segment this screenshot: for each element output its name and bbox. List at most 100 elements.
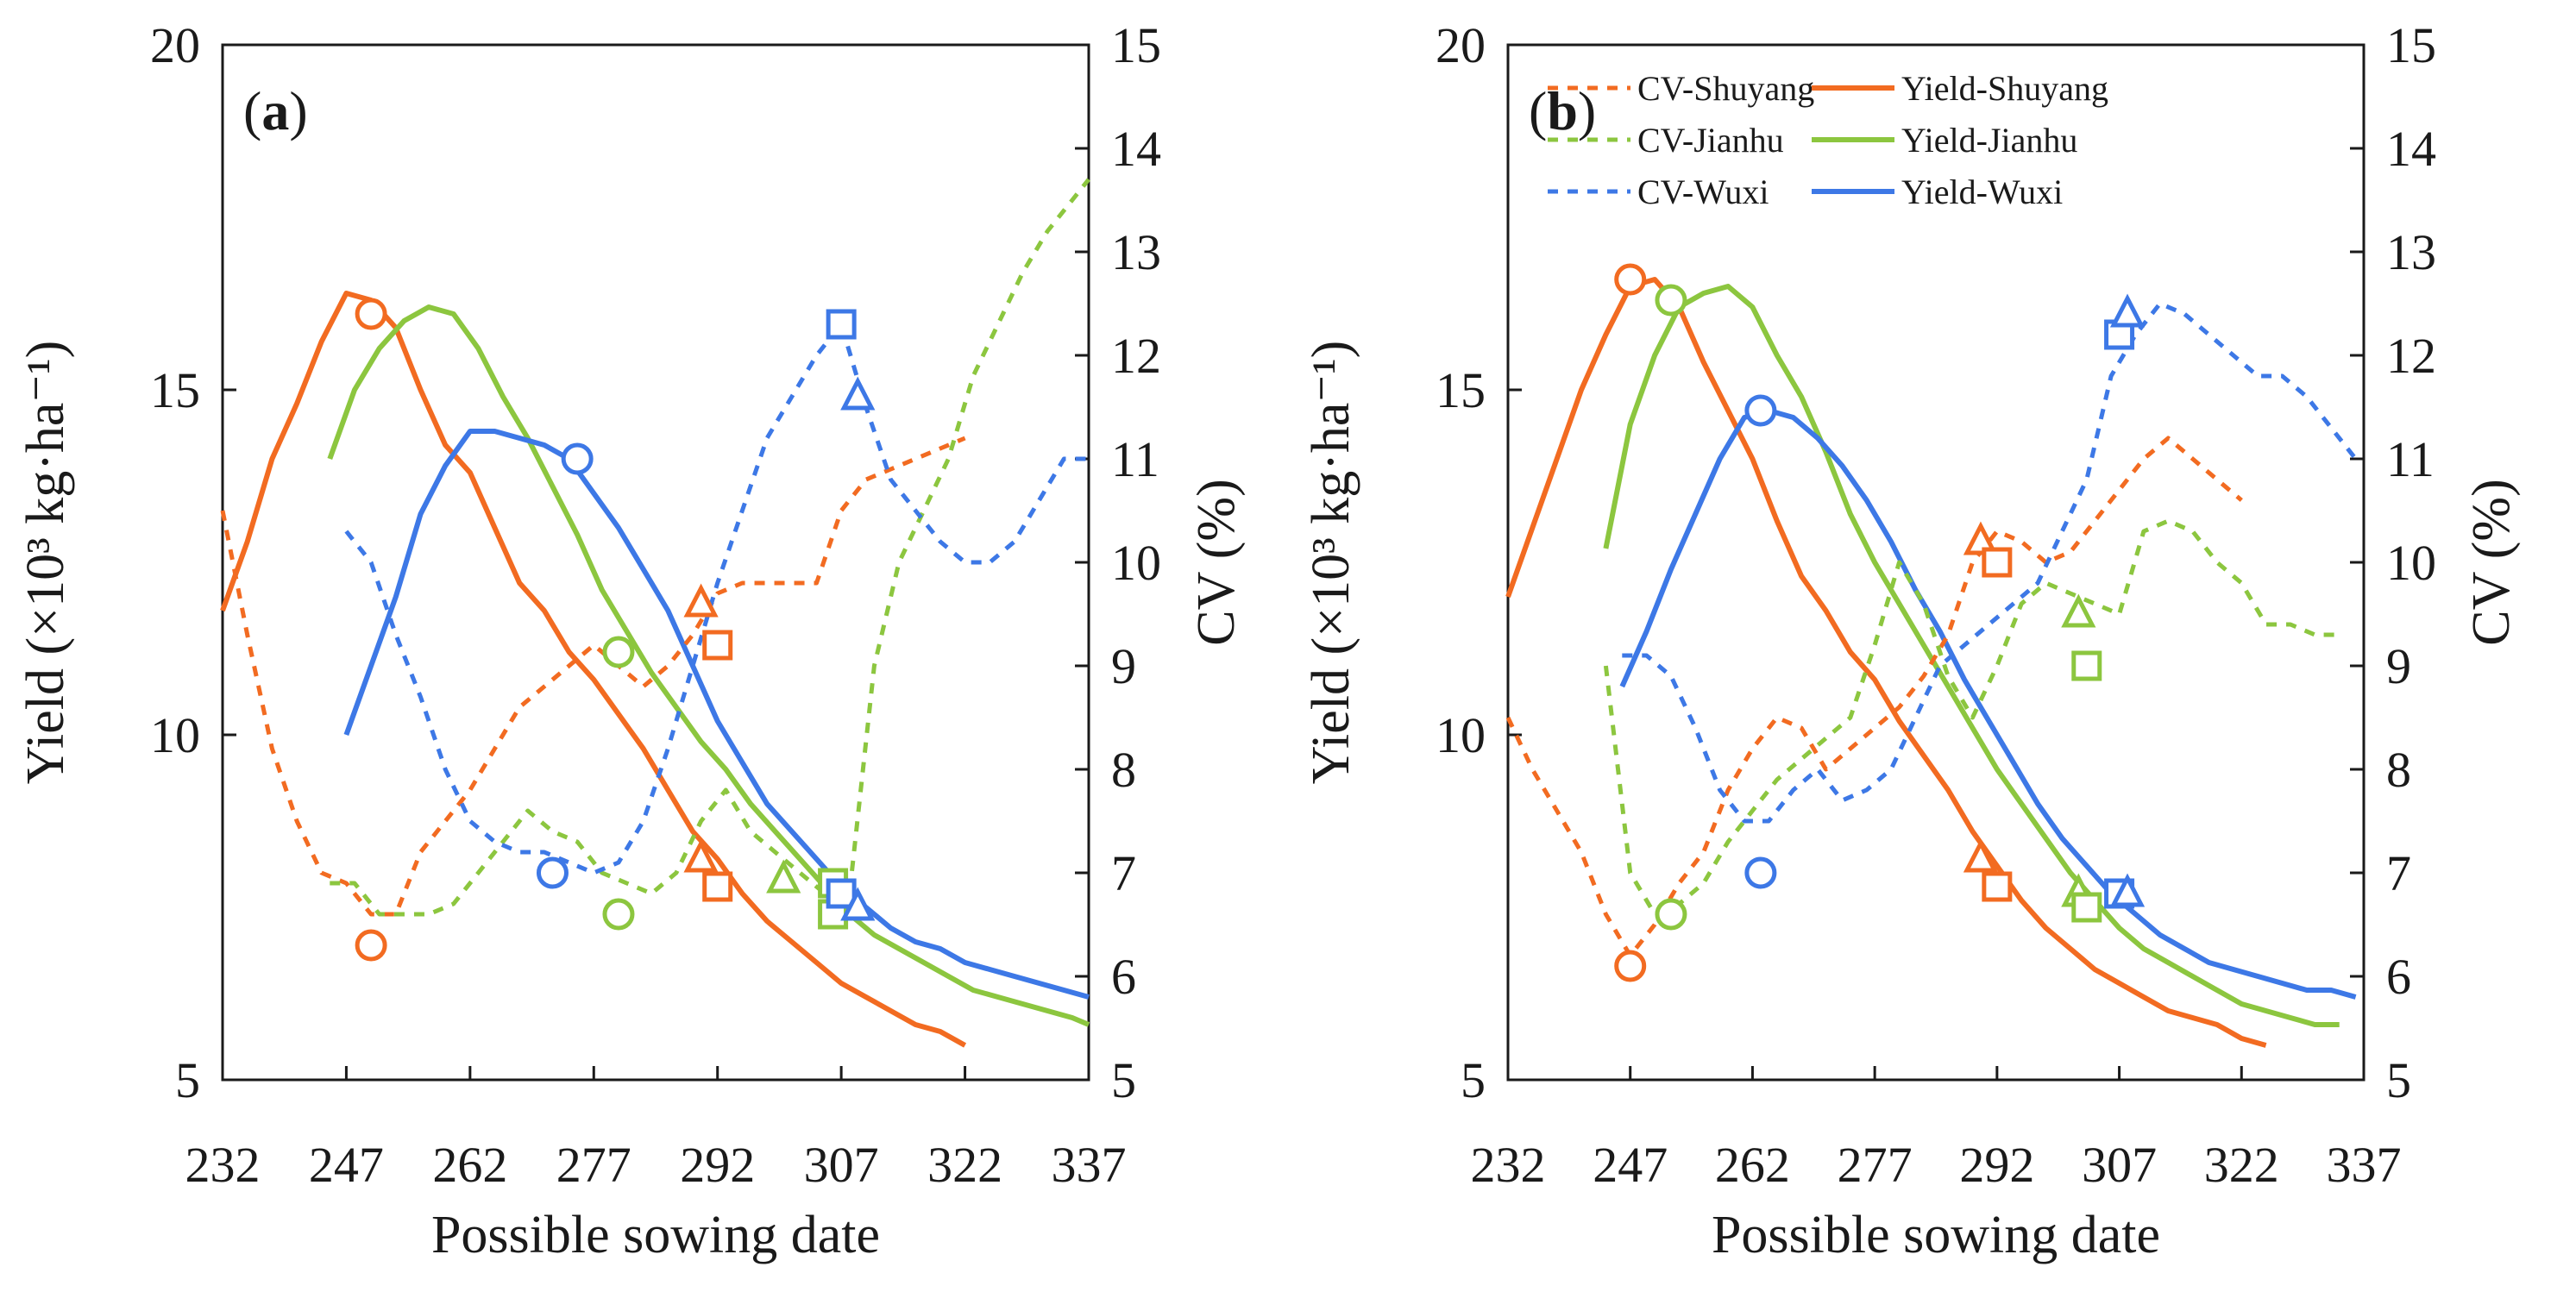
x-tick-label: 262 (432, 1137, 507, 1193)
series-yield-jianhu (1603, 284, 2340, 1027)
marker-wuxi-circle (536, 856, 569, 889)
y-left-tick-label: 20 (1436, 17, 1486, 73)
marker-jianhu-triangle (2061, 593, 2096, 628)
x-axis-title: Possible sowing date (1712, 1206, 2160, 1264)
marker-wuxi-circle (561, 442, 594, 475)
series-yield-wuxi (1619, 408, 2357, 1000)
marker-jianhu-circle (1655, 898, 1687, 931)
y-right-tick-label: 8 (1111, 742, 1136, 798)
marker-wuxi-triangle (2109, 293, 2146, 328)
marker-jianhu-triangle (766, 859, 801, 894)
y-right-tick-label: 11 (1111, 431, 1159, 487)
x-tick-label: 307 (2082, 1137, 2157, 1193)
x-tick-label: 292 (680, 1137, 755, 1193)
y-left-tick-label: 20 (150, 17, 200, 73)
chart-panel-a: 232 247 262 277 292 307 322 337 5 10 15 20 5 6 7 8 9 10 11… (16, 17, 1246, 1264)
x-tick-label: 247 (309, 1137, 384, 1193)
series-cv-shuyang (220, 436, 966, 917)
y-left-tick-label: 5 (175, 1052, 200, 1108)
marker-wuxi-triangle (840, 376, 876, 411)
x-tick-label: 277 (1838, 1137, 1913, 1193)
y-right-tick-label: 5 (2386, 1052, 2411, 1108)
legend-label: Yield-Jianhu (1901, 121, 2077, 160)
x-tick-label: 232 (1471, 1137, 1546, 1193)
y-right-tick-label: 12 (2386, 328, 2436, 384)
marker-shuyang-square (702, 871, 733, 902)
y-right-tick-label: 13 (1111, 224, 1161, 280)
series-cv-wuxi (1622, 301, 2358, 824)
legend: CV-Shuyang Yield-Shuyang CV-Jianhu Yield-Ji… (1548, 69, 2108, 211)
x-tick-label: 337 (1052, 1137, 1127, 1193)
marker-shuyang-circle (1614, 950, 1647, 982)
marker-wuxi-square (826, 309, 857, 340)
y-right-tick-label: 9 (1111, 638, 1136, 694)
series-cv-jianhu (1603, 518, 2340, 917)
marker-shuyang-circle (1614, 263, 1647, 296)
y-left-tick-label: 10 (1436, 707, 1486, 763)
y-right-tick-label: 10 (2386, 535, 2436, 591)
marker-wuxi-circle (1744, 856, 1777, 889)
legend-label: Yield-Shuyang (1901, 69, 2108, 108)
y-right-tick-label: 15 (2386, 17, 2436, 73)
y-right-tick-label: 9 (2386, 638, 2411, 694)
series-cv-jianhu (330, 178, 1090, 917)
x-tick-label: 232 (185, 1137, 261, 1193)
marker-shuyang-triangle (1963, 838, 1999, 873)
marker-shuyang-triangle (1963, 521, 1999, 555)
marker-shuyang-triangle (683, 838, 719, 873)
y-right-tick-label: 7 (1111, 845, 1136, 901)
marker-jianhu-circle (1655, 284, 1687, 317)
y-right-tick-label: 11 (2386, 431, 2435, 487)
y-right-axis-title: CV (%) (2462, 479, 2521, 645)
marker-wuxi-square (826, 878, 857, 909)
x-tick-label: 262 (1715, 1137, 1790, 1193)
y-right-tick-label: 10 (1111, 535, 1161, 591)
chart-panel-b: 232 247 262 277 292 307 322 337 5 10 15 20 5 6 7 8 9 10 11… (1302, 17, 2521, 1264)
y-right-tick-label: 6 (1111, 949, 1136, 1005)
series-yield-jianhu (327, 304, 1090, 1027)
x-tick-label: 277 (556, 1137, 631, 1193)
y-right-axis-title: CV (%) (1187, 479, 1246, 645)
x-tick-label: 322 (2204, 1137, 2279, 1193)
y-right-tick-label: 6 (2386, 949, 2411, 1005)
legend-label: CV-Jianhu (1637, 121, 1784, 160)
x-tick-label: 292 (1959, 1137, 2034, 1193)
y-right-tick-label: 13 (2386, 224, 2436, 280)
series-yield-shuyang (220, 291, 967, 1048)
y-right-tick-label: 5 (1111, 1052, 1136, 1108)
y-left-axis-title: Yield (×10³ kg·ha⁻¹) (1302, 341, 1360, 785)
plot-frame (221, 43, 1090, 1082)
y-left-tick-label: 5 (1461, 1052, 1486, 1108)
marker-shuyang-triangle (683, 583, 719, 618)
marker-jianhu-square (2071, 892, 2102, 923)
legend-label: Yield-Wuxi (1901, 172, 2063, 211)
panel-tag: (b) (1529, 80, 1596, 141)
y-right-tick-label: 14 (2386, 121, 2436, 177)
series-cv-wuxi (344, 322, 1089, 875)
y-right-tick-label: 12 (1111, 328, 1161, 384)
y-left-axis-title: Yield (×10³ kg·ha⁻¹) (16, 341, 75, 785)
y-right-tick-label: 7 (2386, 845, 2411, 901)
y-left-tick-label: 15 (1436, 362, 1486, 418)
x-tick-label: 337 (2327, 1137, 2402, 1193)
marker-jianhu-circle (602, 636, 635, 668)
marker-shuyang-circle (355, 298, 387, 330)
x-tick-label: 247 (1593, 1137, 1668, 1193)
marker-jianhu-square (2071, 650, 2102, 681)
x-axis-title: Possible sowing date (431, 1206, 880, 1264)
y-right-tick-label: 8 (2386, 742, 2411, 798)
marker-shuyang-square (1982, 547, 2013, 578)
legend-label: CV-Shuyang (1637, 69, 1814, 108)
marker-shuyang-square (1982, 871, 2013, 902)
marker-shuyang-square (702, 630, 733, 661)
panel-tag: (a) (243, 80, 308, 141)
marker-wuxi-triangle (840, 887, 876, 921)
y-right-tick-label: 15 (1111, 17, 1161, 73)
marker-wuxi-circle (1744, 394, 1777, 427)
x-tick-label: 307 (804, 1137, 879, 1193)
legend-label: CV-Wuxi (1637, 172, 1769, 211)
x-tick-label: 322 (927, 1137, 1002, 1193)
series-yield-wuxi (343, 429, 1090, 1000)
y-right-tick-label: 14 (1111, 121, 1161, 177)
